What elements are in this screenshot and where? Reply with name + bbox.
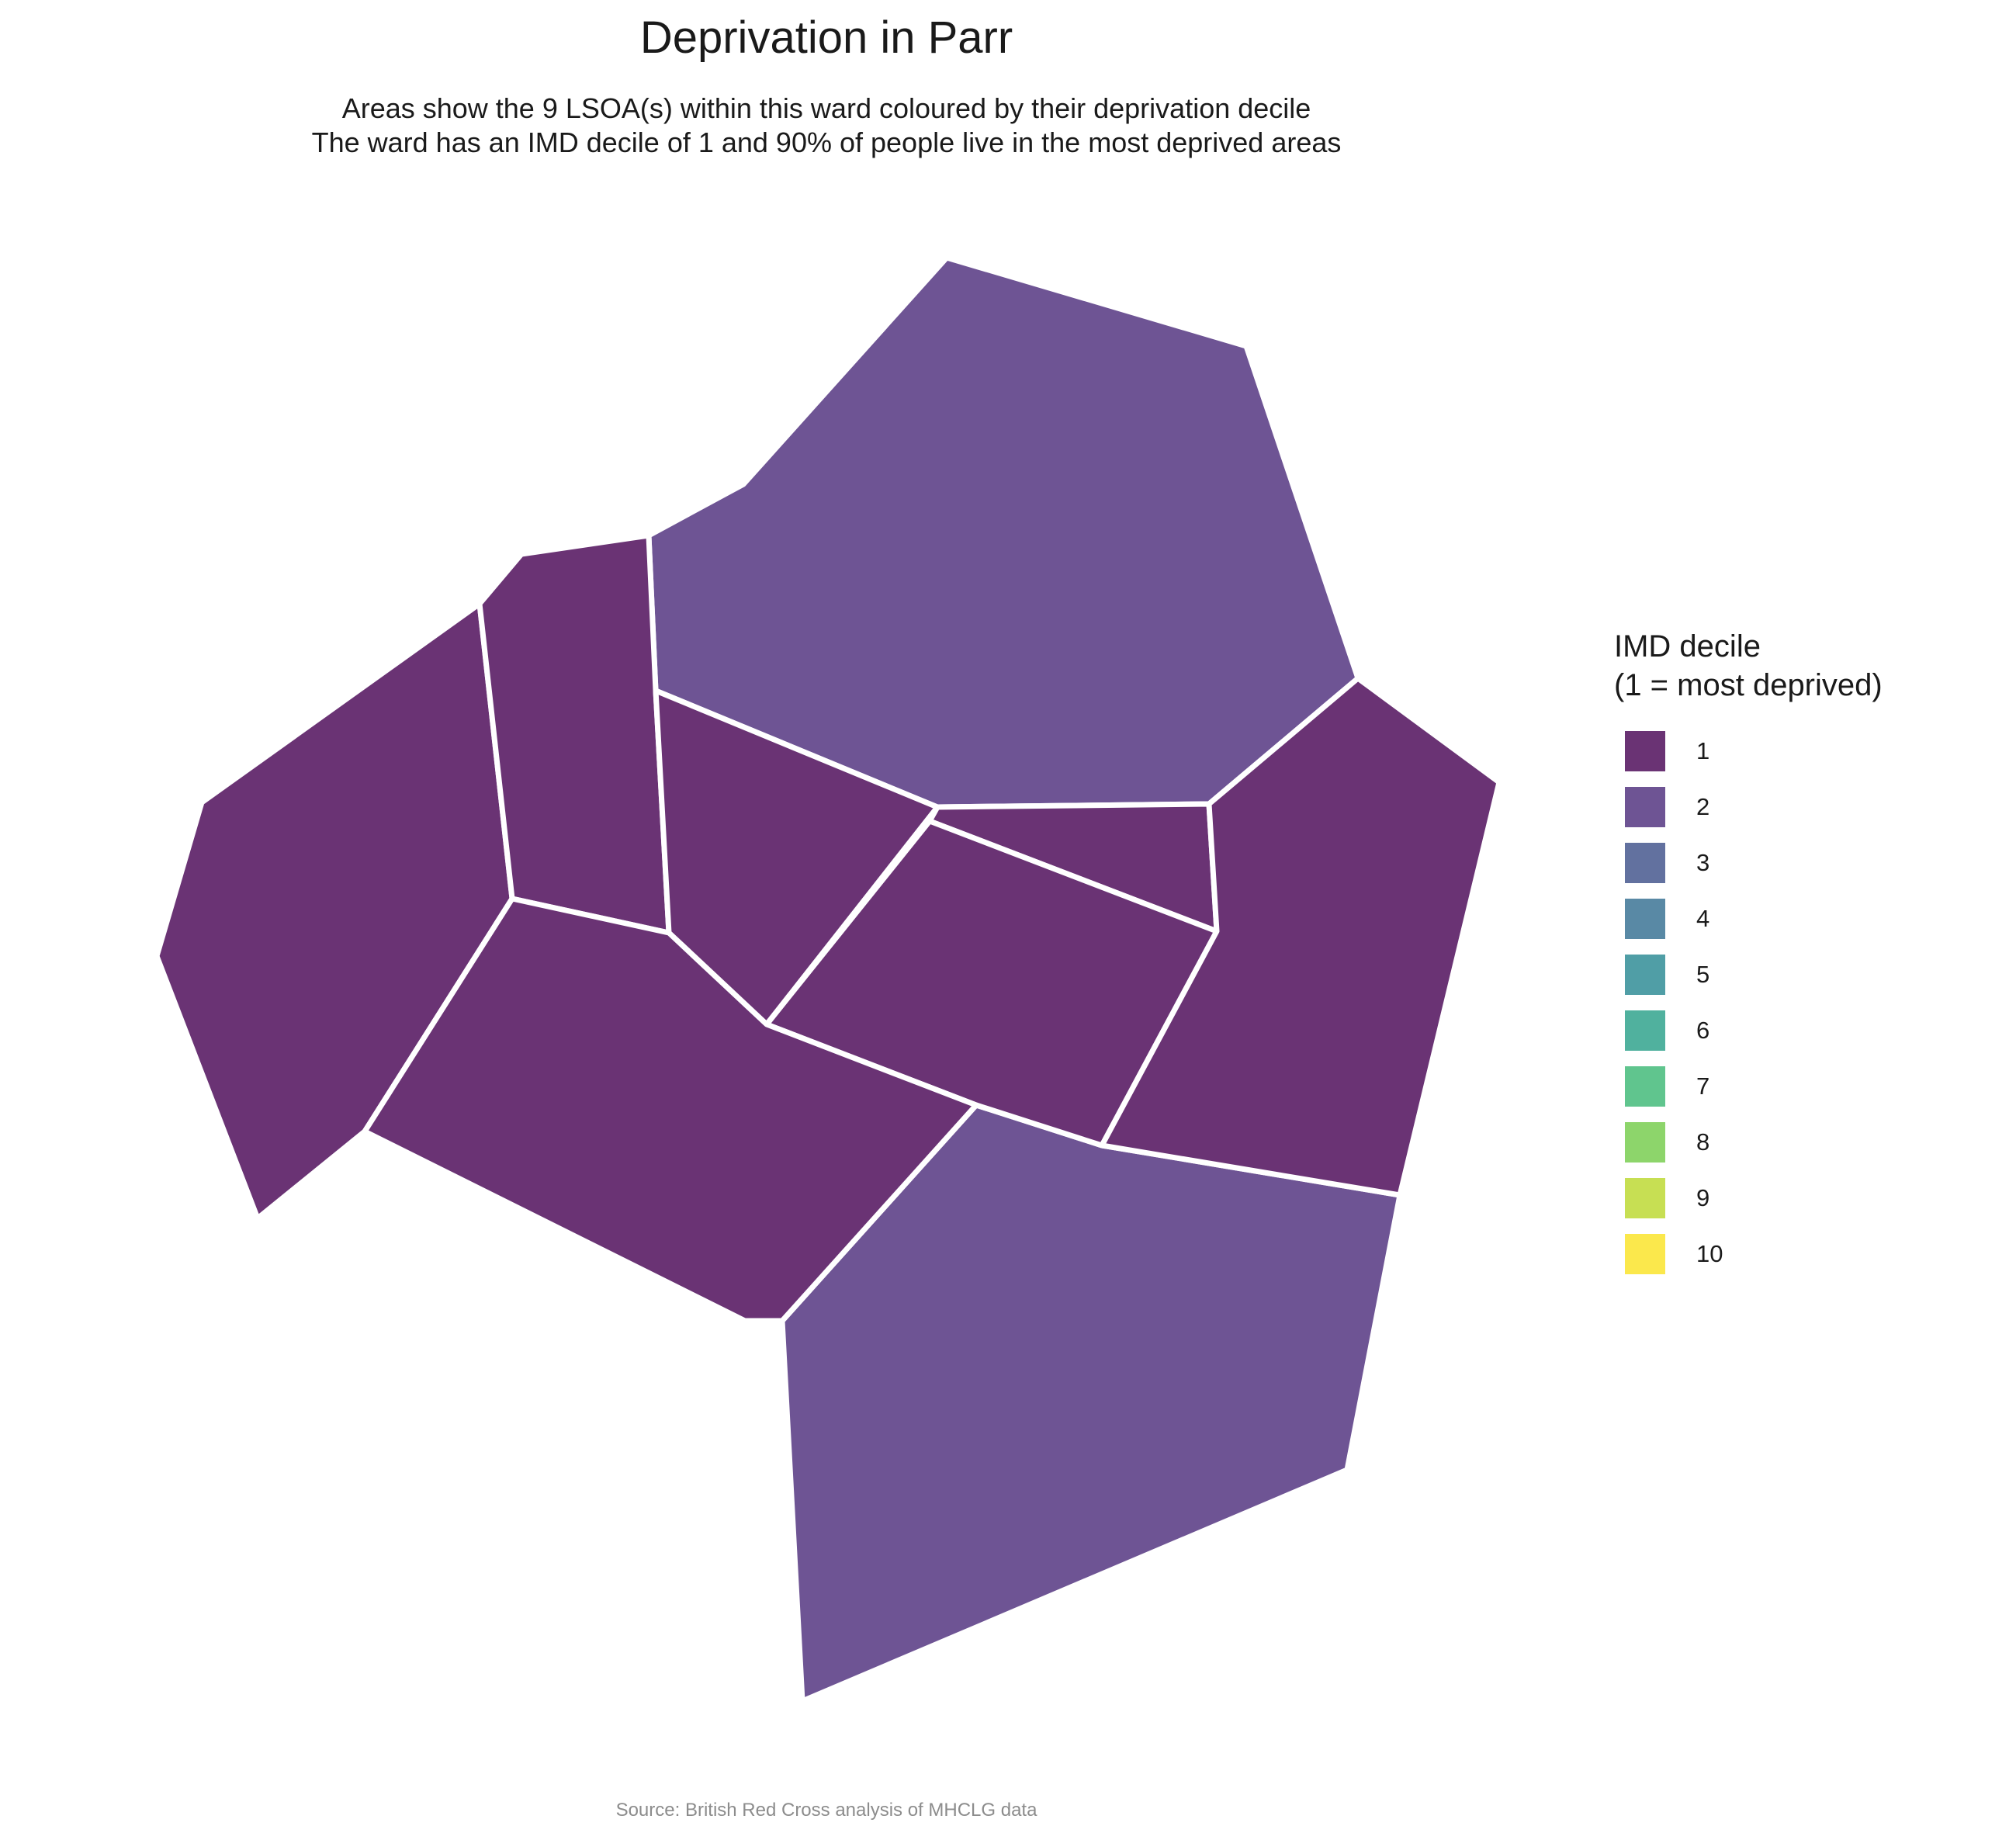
legend-title-line-2: (1 = most deprived) <box>1614 668 1883 702</box>
lsoa-area-central-east[interactable] <box>764 818 1220 1149</box>
lsoa-area-north[interactable] <box>646 255 1361 810</box>
legend-swatch <box>1625 955 1665 995</box>
lsoa-area-south-west[interactable] <box>362 896 979 1324</box>
legend-title-line-1: IMD decile <box>1614 629 1761 664</box>
legend-item-5: 5 <box>1614 947 2002 1003</box>
legend-swatch <box>1625 899 1665 939</box>
legend-item-10: 10 <box>1614 1226 2002 1282</box>
legend-label: 1 <box>1696 737 1710 764</box>
legend-swatch <box>1625 1010 1665 1051</box>
legend-swatch <box>1625 1122 1665 1163</box>
legend-label: 6 <box>1696 1017 1710 1044</box>
legend-item-1: 1 <box>1614 723 2002 779</box>
chart-title: Deprivation in Parr <box>639 12 1013 63</box>
subtitle-line-2: The ward has an IMD decile of 1 and 90% … <box>311 126 1342 158</box>
legend-label: 7 <box>1696 1072 1710 1100</box>
legend-label: 9 <box>1696 1184 1710 1211</box>
legend-title: IMD decile (1 = most deprived) <box>1614 627 2002 705</box>
subtitle-line-1: Areas show the 9 LSOA(s) within this war… <box>341 92 1311 124</box>
lsoa-area-east[interactable] <box>1099 675 1502 1198</box>
source-caption: Source: British Red Cross analysis of MH… <box>615 1800 1037 1821</box>
legend-label: 10 <box>1696 1240 1723 1267</box>
lsoa-area-north-west[interactable] <box>476 532 672 936</box>
legend-swatch <box>1625 1234 1665 1274</box>
chart-subtitle: Areas show the 9 LSOA(s) within this war… <box>0 92 1653 160</box>
legend-items: 1 2 3 4 5 6 7 8 9 10 <box>1614 723 2002 1282</box>
legend-swatch <box>1625 1066 1665 1107</box>
legend-item-6: 6 <box>1614 1003 2002 1059</box>
legend-item-7: 7 <box>1614 1059 2002 1114</box>
legend-swatch <box>1625 843 1665 883</box>
legend-label: 4 <box>1696 905 1710 932</box>
legend-item-3: 3 <box>1614 835 2002 891</box>
legend-item-8: 8 <box>1614 1114 2002 1170</box>
legend-label: 2 <box>1696 793 1710 820</box>
legend-label: 3 <box>1696 849 1710 876</box>
legend: IMD decile (1 = most deprived) 1 2 3 4 5 6 7 8 9… <box>1614 627 2002 1282</box>
legend-item-9: 9 <box>1614 1170 2002 1226</box>
legend-item-4: 4 <box>1614 891 2002 947</box>
legend-label: 8 <box>1696 1128 1710 1156</box>
legend-swatch <box>1625 787 1665 827</box>
legend-label: 5 <box>1696 961 1710 988</box>
legend-item-2: 2 <box>1614 779 2002 835</box>
legend-swatch <box>1625 731 1665 771</box>
legend-swatch <box>1625 1178 1665 1218</box>
